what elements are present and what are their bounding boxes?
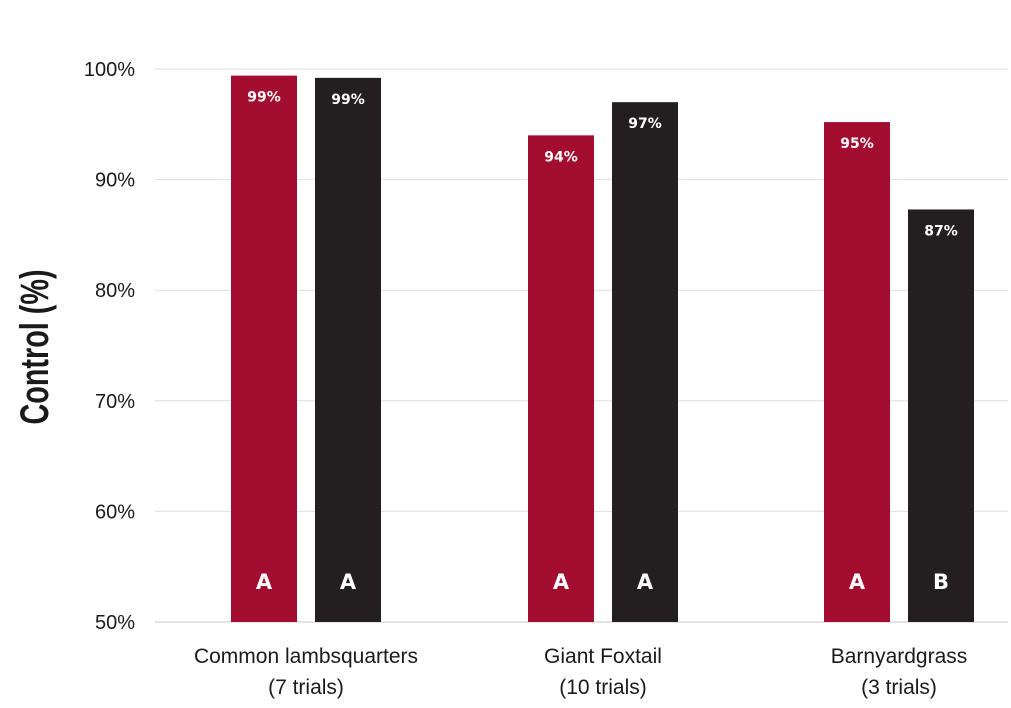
bars bbox=[231, 75, 974, 623]
x-axis-categories: Common lambsquarters (7 trials) Giant Foxt… bbox=[194, 645, 967, 699]
y-axis-ticks: 50% 60% 70% 80% 90% 100% bbox=[84, 59, 135, 634]
bar-value-label: 94% bbox=[544, 149, 578, 165]
significance-letter: B bbox=[933, 570, 949, 594]
bar bbox=[231, 75, 297, 623]
y-tick-label: 80% bbox=[95, 280, 135, 302]
significance-letter: A bbox=[637, 570, 654, 594]
x-category-sublabel: (3 trials) bbox=[861, 676, 937, 699]
x-category-sublabel: (10 trials) bbox=[559, 676, 647, 699]
y-tick-label: 70% bbox=[95, 391, 135, 413]
x-category-sublabel: (7 trials) bbox=[268, 676, 344, 699]
bar bbox=[315, 77, 381, 622]
bar-value-label: 87% bbox=[924, 223, 958, 239]
x-category-label: Giant Foxtail bbox=[544, 645, 662, 668]
y-tick-label: 50% bbox=[95, 612, 135, 634]
y-axis-label: Control (%) bbox=[12, 269, 57, 424]
bar-labels: 99% A 99% A 94% A 97% A 95% A 87% B bbox=[247, 90, 958, 594]
bar-value-label: 97% bbox=[628, 116, 662, 132]
bar-value-label: 99% bbox=[247, 90, 281, 106]
x-category-label: Barnyardgrass bbox=[831, 645, 968, 668]
significance-letter: A bbox=[256, 570, 273, 594]
bar bbox=[824, 122, 890, 622]
bar bbox=[908, 209, 974, 622]
bar-value-label: 99% bbox=[331, 92, 365, 108]
significance-letter: A bbox=[553, 570, 570, 594]
significance-letter: A bbox=[340, 570, 357, 594]
y-tick-label: 90% bbox=[95, 170, 135, 192]
bar-value-label: 95% bbox=[840, 136, 874, 152]
y-tick-label: 100% bbox=[84, 59, 135, 81]
bar bbox=[528, 135, 594, 623]
x-category-label: Common lambsquarters bbox=[194, 645, 418, 668]
bar bbox=[612, 102, 678, 623]
significance-letter: A bbox=[849, 570, 866, 594]
y-tick-label: 60% bbox=[95, 501, 135, 523]
